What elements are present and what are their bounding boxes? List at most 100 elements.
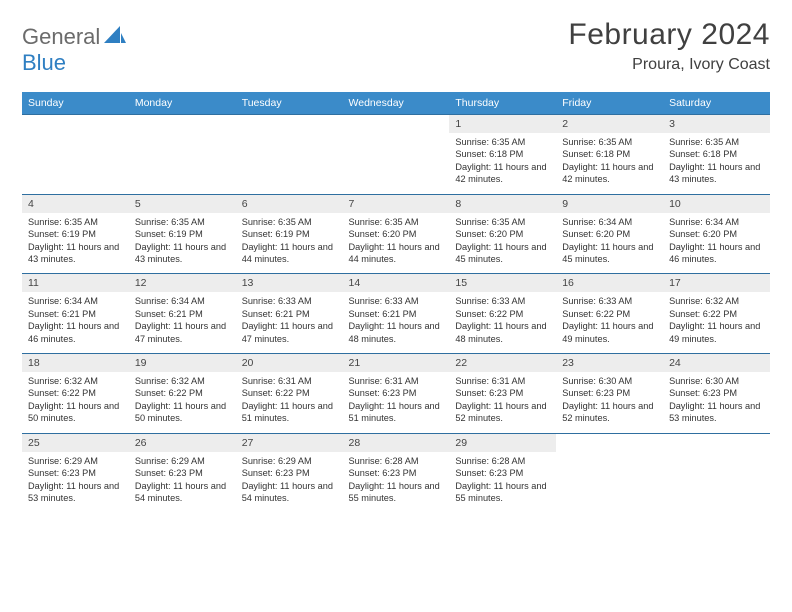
day-number-cell: 14 xyxy=(343,274,450,293)
logo-word-blue: Blue xyxy=(22,50,66,75)
day-number-cell xyxy=(343,115,450,134)
weekday-header: Saturday xyxy=(663,92,770,115)
day-number-cell: 12 xyxy=(129,274,236,293)
calendar-table: SundayMondayTuesdayWednesdayThursdayFrid… xyxy=(22,92,770,512)
day-number-cell: 29 xyxy=(449,433,556,452)
sunrise-text: Sunrise: 6:32 AM xyxy=(28,376,98,386)
sunset-text: Sunset: 6:23 PM xyxy=(562,388,630,398)
daylight-text: Daylight: 11 hours and 42 minutes. xyxy=(455,162,546,184)
daylight-text: Daylight: 11 hours and 53 minutes. xyxy=(28,481,119,503)
sunrise-text: Sunrise: 6:35 AM xyxy=(349,217,419,227)
daylight-text: Daylight: 11 hours and 51 minutes. xyxy=(349,401,440,423)
day-number-cell: 17 xyxy=(663,274,770,293)
sunset-text: Sunset: 6:23 PM xyxy=(242,468,310,478)
day-number-cell: 21 xyxy=(343,354,450,373)
sunset-text: Sunset: 6:20 PM xyxy=(562,229,630,239)
day-detail-cell: Sunrise: 6:33 AMSunset: 6:21 PMDaylight:… xyxy=(236,292,343,353)
day-detail-cell: Sunrise: 6:35 AMSunset: 6:18 PMDaylight:… xyxy=(556,133,663,194)
day-number-cell: 5 xyxy=(129,194,236,213)
day-number-cell xyxy=(236,115,343,134)
day-number-cell: 25 xyxy=(22,433,129,452)
sunset-text: Sunset: 6:22 PM xyxy=(28,388,96,398)
weekday-header: Monday xyxy=(129,92,236,115)
day-number-row: 123 xyxy=(22,115,770,134)
day-detail-row: Sunrise: 6:34 AMSunset: 6:21 PMDaylight:… xyxy=(22,292,770,353)
sunset-text: Sunset: 6:22 PM xyxy=(455,309,523,319)
day-number-cell xyxy=(22,115,129,134)
weekday-header: Wednesday xyxy=(343,92,450,115)
day-detail-cell: Sunrise: 6:35 AMSunset: 6:19 PMDaylight:… xyxy=(129,213,236,274)
day-number-cell: 15 xyxy=(449,274,556,293)
sunrise-text: Sunrise: 6:33 AM xyxy=(242,296,312,306)
daylight-text: Daylight: 11 hours and 42 minutes. xyxy=(562,162,653,184)
day-number-cell: 1 xyxy=(449,115,556,134)
daylight-text: Daylight: 11 hours and 55 minutes. xyxy=(349,481,440,503)
day-number-row: 11121314151617 xyxy=(22,274,770,293)
daylight-text: Daylight: 11 hours and 43 minutes. xyxy=(669,162,760,184)
day-detail-cell: Sunrise: 6:35 AMSunset: 6:20 PMDaylight:… xyxy=(449,213,556,274)
day-detail-cell: Sunrise: 6:35 AM Sunset: 6:18 PM Daylight:… xyxy=(663,133,770,194)
sunrise-text: Sunrise: 6:34 AM xyxy=(28,296,98,306)
weekday-header: Thursday xyxy=(449,92,556,115)
day-detail-cell: Sunrise: 6:32 AMSunset: 6:22 PMDaylight:… xyxy=(663,292,770,353)
day-number-cell: 8 xyxy=(449,194,556,213)
daylight-text: Daylight: 11 hours and 44 minutes. xyxy=(242,242,333,264)
sunset-text: Sunset: 6:20 PM xyxy=(349,229,417,239)
day-detail-cell: Sunrise: 6:33 AMSunset: 6:21 PMDaylight:… xyxy=(343,292,450,353)
sunset-text: Sunset: 6:23 PM xyxy=(135,468,203,478)
daylight-text: Daylight: 11 hours and 46 minutes. xyxy=(669,242,760,264)
sunrise-text: Sunrise: 6:35 AM xyxy=(455,137,525,147)
day-number-cell: 4 xyxy=(22,194,129,213)
day-detail-cell: Sunrise: 6:29 AMSunset: 6:23 PMDaylight:… xyxy=(22,452,129,513)
sunrise-text: Sunrise: 6:29 AM xyxy=(242,456,312,466)
daylight-text: Daylight: 11 hours and 44 minutes. xyxy=(349,242,440,264)
sunset-text: Sunset: 6:23 PM xyxy=(349,468,417,478)
sunrise-text: Sunrise: 6:30 AM xyxy=(669,376,739,386)
sunset-text: Sunset: 6:20 PM xyxy=(455,229,523,239)
sunset-text: Sunset: 6:18 PM xyxy=(455,149,523,159)
sunset-text: Sunset: 6:20 PM xyxy=(669,229,737,239)
sunrise-text: Sunrise: 6:28 AM xyxy=(455,456,525,466)
daylight-text: Daylight: 11 hours and 50 minutes. xyxy=(28,401,119,423)
daylight-text: Daylight: 11 hours and 53 minutes. xyxy=(669,401,760,423)
sunset-text: Sunset: 6:18 PM xyxy=(669,149,737,159)
sunrise-text: Sunrise: 6:35 AM xyxy=(669,137,739,147)
daylight-text: Daylight: 11 hours and 50 minutes. xyxy=(135,401,226,423)
day-detail-row: Sunrise: 6:35 AM Sunset: 6:19 PM Daylight:… xyxy=(22,213,770,274)
sunset-text: Sunset: 6:22 PM xyxy=(669,309,737,319)
day-detail-cell: Sunrise: 6:28 AMSunset: 6:23 PMDaylight:… xyxy=(343,452,450,513)
daylight-text: Daylight: 11 hours and 55 minutes. xyxy=(455,481,546,503)
day-detail-cell: Sunrise: 6:35 AM Sunset: 6:20 PM Daylight:… xyxy=(343,213,450,274)
logo-word-general: General xyxy=(22,24,100,49)
daylight-text: Daylight: 11 hours and 52 minutes. xyxy=(562,401,653,423)
day-number-cell xyxy=(556,433,663,452)
logo-text: General Blue xyxy=(22,24,126,76)
sunrise-text: Sunrise: 6:31 AM xyxy=(349,376,419,386)
sunrise-text: Sunrise: 6:31 AM xyxy=(455,376,525,386)
sunrise-text: Sunrise: 6:32 AM xyxy=(135,376,205,386)
day-number-row: 2526272829 xyxy=(22,433,770,452)
day-detail-cell xyxy=(129,133,236,194)
day-number-cell: 10 xyxy=(663,194,770,213)
sunrise-text: Sunrise: 6:34 AM xyxy=(669,217,739,227)
day-number-cell: 16 xyxy=(556,274,663,293)
sunset-text: Sunset: 6:18 PM xyxy=(562,149,630,159)
weekday-header: Tuesday xyxy=(236,92,343,115)
day-detail-cell: Sunrise: 6:33 AMSunset: 6:22 PMDaylight:… xyxy=(556,292,663,353)
sunset-text: Sunset: 6:19 PM xyxy=(28,229,96,239)
day-number-cell: 22 xyxy=(449,354,556,373)
weekday-header: Friday xyxy=(556,92,663,115)
day-number-cell: 26 xyxy=(129,433,236,452)
sunrise-text: Sunrise: 6:35 AM xyxy=(242,217,312,227)
title-block: February 2024 Proura, Ivory Coast xyxy=(568,18,770,74)
day-detail-cell: Sunrise: 6:31 AMSunset: 6:23 PMDaylight:… xyxy=(449,372,556,433)
day-detail-cell: Sunrise: 6:33 AMSunset: 6:22 PMDaylight:… xyxy=(449,292,556,353)
day-detail-cell xyxy=(663,452,770,513)
sunset-text: Sunset: 6:23 PM xyxy=(455,468,523,478)
sunset-text: Sunset: 6:21 PM xyxy=(28,309,96,319)
weekday-header: Sunday xyxy=(22,92,129,115)
sunrise-text: Sunrise: 6:33 AM xyxy=(562,296,632,306)
location-label: Proura, Ivory Coast xyxy=(568,56,770,74)
day-detail-cell xyxy=(236,133,343,194)
day-detail-cell: Sunrise: 6:32 AM Sunset: 6:22 PM Daylight:… xyxy=(22,372,129,433)
